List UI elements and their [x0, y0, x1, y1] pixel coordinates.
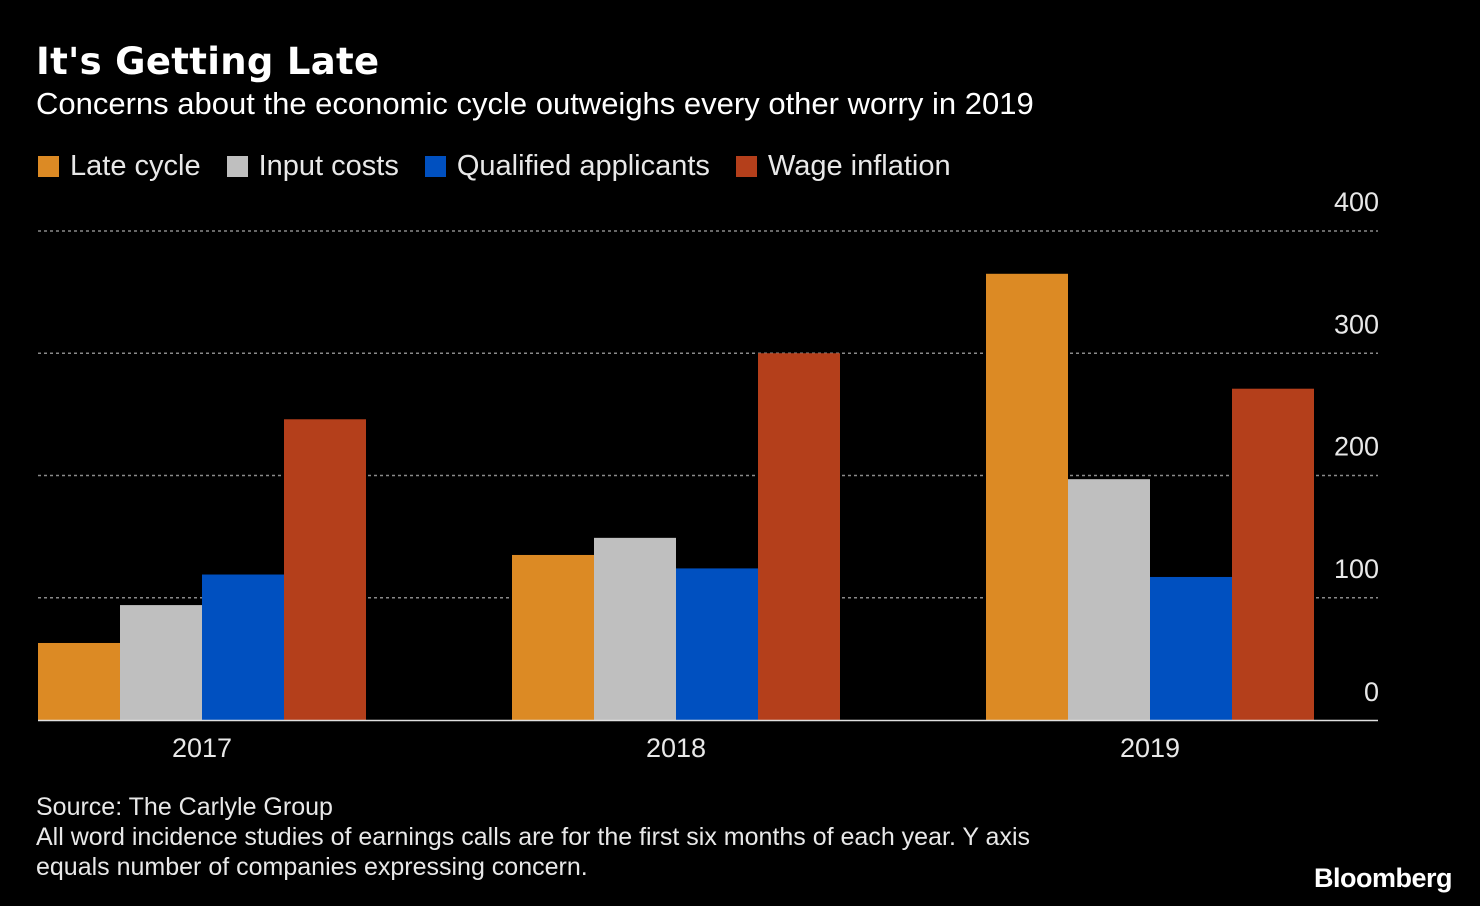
legend-label-late-cycle: Late cycle	[70, 150, 201, 182]
bar-late-cycle-2018	[512, 554, 594, 720]
bar-wage-inflation-2019	[1232, 388, 1314, 720]
source-note: Source: The Carlyle Group	[36, 793, 333, 821]
x-tick-label-2019: 2019	[1120, 733, 1180, 763]
methodology-note-line-2: equals number of companies expressing co…	[36, 853, 588, 881]
y-tick-label-200: 200	[1334, 432, 1379, 462]
methodology-note-line-1: All word incidence studies of earnings c…	[36, 823, 1031, 851]
bar-wage-inflation-2017	[284, 419, 366, 720]
bloomberg-logo: Bloomberg	[1313, 863, 1453, 893]
chart-title: It's Getting Late	[36, 40, 380, 83]
bar-wage-inflation-2018	[758, 353, 840, 720]
legend-item-late-cycle: Late cycle	[38, 150, 201, 183]
legend-swatch-qualified-applicants	[424, 156, 446, 177]
x-tick-label-2018: 2018	[646, 733, 706, 763]
chart-subtitle: Concerns about the economic cycle outwei…	[36, 86, 1034, 121]
y-tick-label-0: 0	[1364, 677, 1379, 707]
bar-qualified-applicants-2019	[1150, 576, 1232, 720]
legend-item-input-costs: Input costs	[226, 150, 399, 183]
legend-swatch-late-cycle	[38, 156, 59, 177]
chart-footer: Source: The Carlyle Group All word incid…	[36, 792, 1236, 882]
legend-label-qualified-applicants: Qualified applicants	[456, 150, 710, 182]
bar-input-costs-2017	[120, 605, 202, 720]
bar-late-cycle-2019	[986, 273, 1068, 720]
legend-swatch-input-costs	[226, 156, 248, 177]
bar-qualified-applicants-2018	[676, 568, 758, 720]
y-tick-label-100: 100	[1334, 554, 1379, 584]
bar-input-costs-2019	[1068, 479, 1150, 720]
legend-item-qualified-applicants: Qualified applicants	[424, 150, 710, 183]
bar-qualified-applicants-2017	[202, 574, 284, 720]
legend-swatch-wage-inflation	[735, 156, 757, 177]
legend-label-input-costs: Input costs	[258, 150, 399, 182]
y-tick-label-300: 300	[1334, 309, 1379, 339]
x-tick-label-2017: 2017	[172, 733, 232, 763]
bar-late-cycle-2017	[38, 642, 120, 720]
legend-item-wage-inflation: Wage inflation	[735, 150, 951, 183]
y-tick-label-400: 400	[1334, 187, 1379, 217]
legend-label-wage-inflation: Wage inflation	[767, 150, 951, 182]
chart-legend: Late cycle Input costs Qualified applica…	[38, 150, 977, 183]
bar-input-costs-2018	[594, 537, 676, 720]
